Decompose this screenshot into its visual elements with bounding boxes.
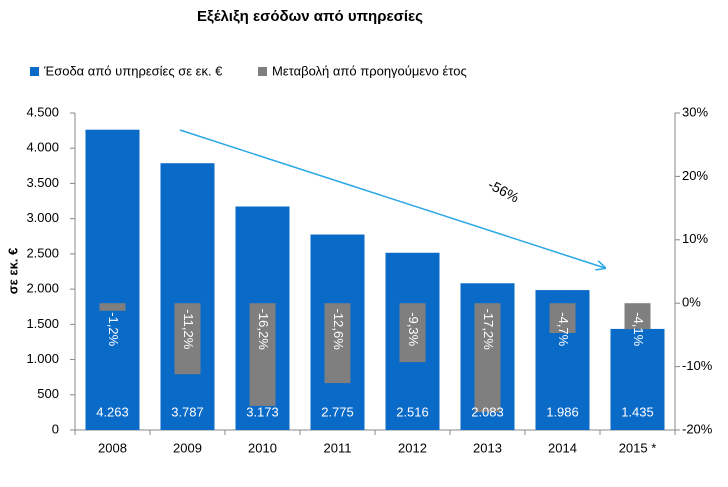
y2-tick-label: 0% [682, 295, 701, 310]
trend-arrow [179, 129, 605, 268]
y2-tick-label: -20% [682, 421, 713, 436]
x-tick-label: 2008 [98, 440, 127, 455]
y2-tick-label: 20% [682, 168, 708, 183]
y-tick-label: 1.000 [26, 351, 59, 366]
change-bar [624, 303, 651, 330]
legend-swatch [258, 67, 267, 76]
x-tick-label: 2014 [548, 440, 577, 455]
x-tick-label: 2015 * [619, 440, 657, 455]
y-tick-label: 0 [52, 421, 59, 436]
y-tick-label: 4.500 [26, 104, 59, 119]
change-bar [249, 303, 276, 406]
change-label: -4,1% [631, 312, 646, 346]
value-label: 4.263 [96, 404, 129, 419]
change-label: -4,7% [556, 312, 571, 346]
change-bar [399, 303, 426, 363]
x-tick-label: 2009 [173, 440, 202, 455]
change-bar [549, 303, 576, 333]
legend-label: Μεταβολή από προηγούμενο έτος [272, 63, 467, 78]
change-label: -1,2% [106, 312, 121, 346]
legend-label: Έσοδα από υπηρεσίες σε εκ. € [43, 63, 223, 78]
value-label: 2.516 [396, 404, 429, 419]
y-tick-label: 4.000 [26, 140, 59, 155]
y2-tick-label: 30% [682, 104, 708, 119]
bar [85, 129, 140, 431]
y-tick-label: 500 [37, 386, 59, 401]
change-label: -9,3% [406, 312, 421, 346]
value-label: 1.986 [546, 404, 579, 419]
chart-title: Εξέλιξη εσόδων από υπηρεσίες [197, 8, 423, 25]
x-tick-label: 2013 [473, 440, 502, 455]
y-tick-label: 2.000 [26, 281, 59, 296]
change-bar [99, 303, 126, 311]
x-tick-label: 2012 [398, 440, 427, 455]
y-tick-label: 2.500 [26, 245, 59, 260]
change-bar [174, 303, 201, 375]
change-label: -12,6% [331, 309, 346, 351]
x-tick-label: 2011 [324, 440, 352, 455]
bar [610, 328, 665, 430]
change-label: -11,2% [181, 309, 196, 350]
y-tick-label: 3.000 [26, 210, 59, 225]
change-label: -17,2% [481, 309, 496, 351]
change-label: -16,2% [256, 309, 271, 351]
value-label: 2.775 [321, 404, 354, 419]
y2-tick-label: 10% [682, 231, 708, 246]
value-label: 1.435 [621, 404, 654, 419]
change-bar [474, 303, 501, 413]
value-label: 2.083 [471, 404, 504, 419]
legend-swatch [30, 67, 39, 76]
bar [160, 163, 215, 431]
y2-tick-label: -10% [682, 358, 713, 373]
y-tick-label: 1.500 [26, 316, 59, 331]
y-tick-label: 3.500 [26, 175, 59, 190]
value-label: 3.173 [246, 404, 279, 419]
change-bar [324, 303, 351, 384]
y-axis-label: σε εκ. € [5, 248, 20, 295]
x-tick-label: 2010 [248, 440, 277, 455]
value-label: 3.787 [171, 404, 204, 419]
